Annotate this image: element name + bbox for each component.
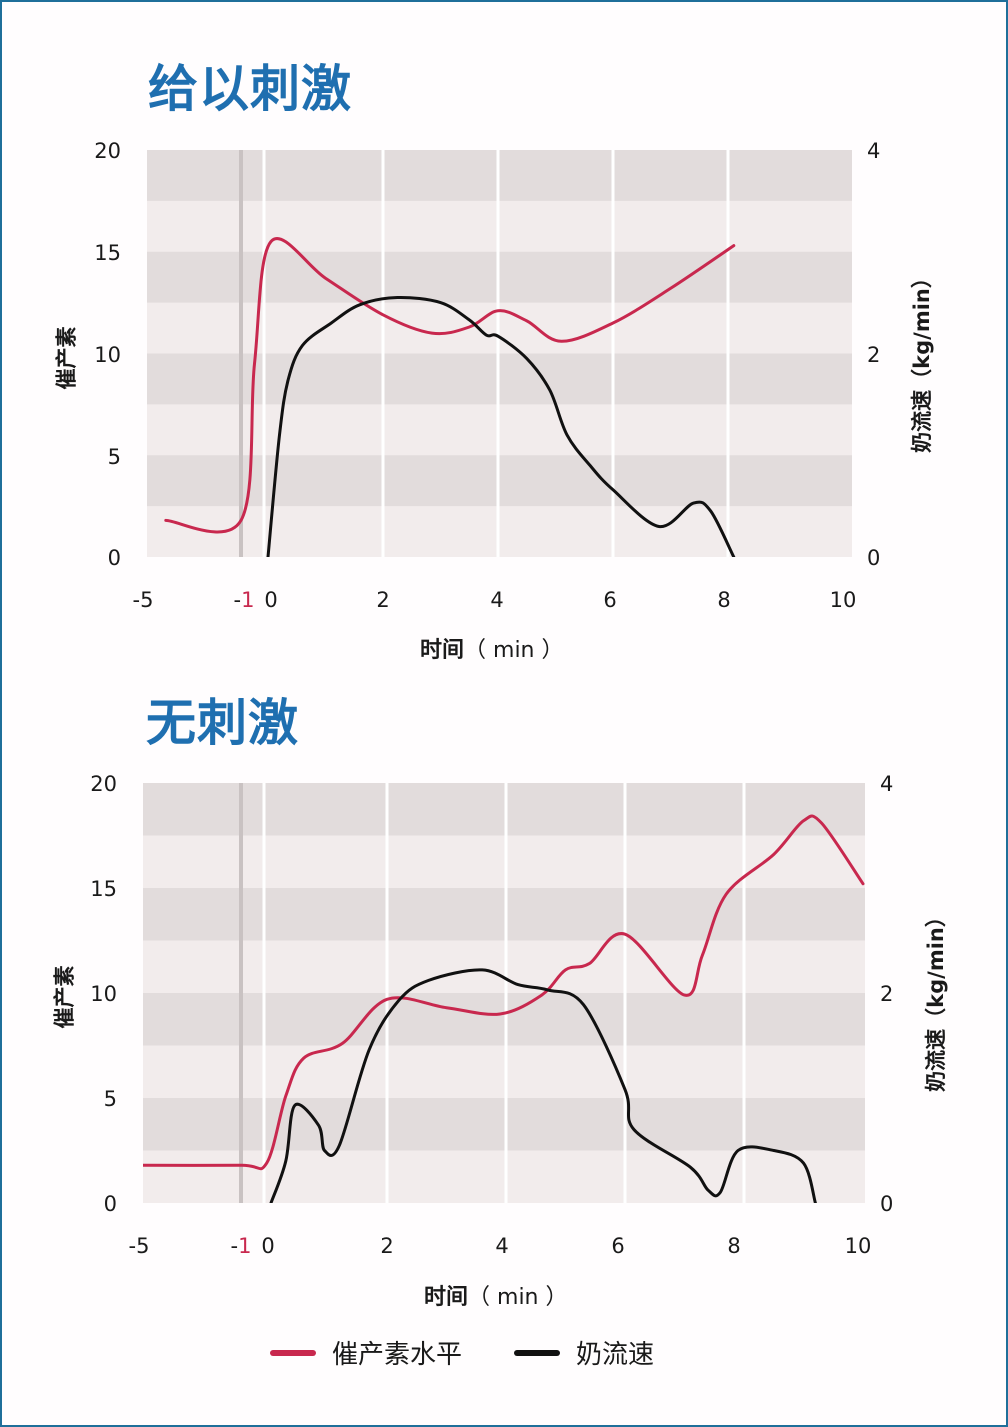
x-tick-highlight: -1 [233,588,255,612]
chart-2-plot [143,783,865,1203]
legend-label: 催产素水平 [332,1340,463,1370]
x-tick: 0 [264,588,278,612]
grid-band [143,993,865,1046]
x-axis-label-text: 时间 [424,1285,469,1310]
oxytocin-line [164,237,736,534]
chart-1-left-axis-label: 催产素 [54,326,79,390]
y-tick: 0 [107,546,121,570]
x-axis-label-text: 时间 [420,638,465,663]
x-tick: 2 [376,588,390,612]
y-tick: 0 [103,1192,117,1216]
grid-band [143,783,865,836]
x-tick: 8 [727,1234,741,1258]
y-right-tick: 4 [867,139,881,163]
legend: 催产素水平 奶流速 [270,1334,706,1371]
x-tick: -5 [128,1234,150,1258]
x-tick-highlight: -1 [230,1234,252,1258]
oxytocin-line [143,814,865,1171]
milk-flow-line [269,968,817,1203]
x-tick: 10 [829,588,857,612]
grid-band [143,1098,865,1151]
chart-2-title: 无刺激 [146,694,299,752]
chart-1-plot [147,150,852,557]
x-tick: 4 [495,1234,509,1258]
chart-2-right-axis-label: 奶流速（kg/min） [920,906,950,1092]
chart-2-x-axis-label: 时间（ min ） [424,1279,568,1311]
y-right-tick: 0 [867,546,881,570]
grid-band [143,1150,865,1203]
milk-flow-line [266,295,736,557]
x-tick: 10 [844,1234,872,1258]
grid-band [143,888,865,941]
x-tick: 6 [603,588,617,612]
oxytocin-line-swatch-icon [270,1349,316,1356]
y-right-tick: 2 [880,982,894,1006]
grid-band [143,940,865,994]
grid-band [143,1045,865,1099]
y-tick: 10 [94,343,121,367]
y-right-tick: 2 [867,343,881,367]
legend-item-oxytocin: 催产素水平 [270,1334,462,1371]
x-tick: 2 [380,1234,394,1258]
chart-2-left-axis-label: 催产素 [52,965,77,1029]
x-tick: 0 [261,1234,275,1258]
legend-label: 奶流速 [576,1340,655,1370]
right-axis-label-text: 奶流速（kg/min） [909,267,934,453]
milkflow-line-swatch-icon [514,1349,561,1356]
x-tick: -5 [132,588,154,612]
x-tick: 4 [490,588,504,612]
right-axis-label-text: 奶流速（kg/min） [923,906,948,1092]
y-tick: 20 [94,139,121,163]
y-tick: 15 [94,241,121,265]
x-axis-unit: （ min ） [468,1285,568,1310]
x-tick: 8 [717,588,731,612]
x-tick: 6 [611,1234,625,1258]
y-tick: 10 [90,982,117,1006]
chart-1-title: 给以刺激 [148,60,352,118]
y-tick: 5 [107,445,121,469]
y-right-tick: 0 [880,1192,894,1216]
y-right-tick: 4 [880,772,894,796]
chart-1-right-axis-label: 奶流速（kg/min） [906,267,936,453]
grid-band [143,835,865,889]
y-tick: 5 [103,1087,117,1111]
y-tick: 15 [90,877,117,901]
x-axis-unit: （ min ） [464,638,564,663]
legend-item-milkflow: 奶流速 [514,1334,654,1371]
chart-1-x-axis-label: 时间（ min ） [420,632,564,664]
y-tick: 20 [90,772,117,796]
